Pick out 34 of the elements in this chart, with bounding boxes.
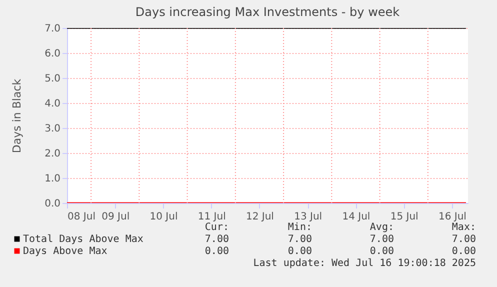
legend-label: Days Above Max xyxy=(23,246,108,257)
y-tick-label: 5.0 xyxy=(44,74,60,84)
text: Max: xyxy=(452,222,476,233)
text: Last update: Wed Jul 16 19:00:18 2025 xyxy=(253,258,476,269)
text: Cur: xyxy=(204,222,229,233)
x-tick-label: 16 Jul xyxy=(438,212,466,222)
text: 0.00 xyxy=(452,246,476,257)
x-tick-label: 11 Jul xyxy=(198,212,226,222)
text: 7.00 xyxy=(370,234,394,245)
legend-label: Total Days Above Max xyxy=(23,234,144,245)
text: 0.00 xyxy=(370,246,394,257)
x-tick-label: 10 Jul xyxy=(150,212,178,222)
text: 7.00 xyxy=(288,234,312,245)
text: 7.00 xyxy=(204,234,229,245)
text: Avg: xyxy=(370,222,394,233)
y-tick-label: 3.0 xyxy=(44,124,60,134)
y-tick-label: 4.0 xyxy=(44,98,60,110)
chart-title: Days increasing Max Investments - by week xyxy=(135,5,400,19)
y-tick-label: 7.0 xyxy=(44,24,60,34)
x-tick-label: 13 Jul xyxy=(294,212,322,222)
y-axis-title: Days in Black xyxy=(10,78,24,154)
x-tick-label: 14 Jul xyxy=(342,212,370,222)
y-tick-label: 2.0 xyxy=(44,148,60,160)
x-tick-label: 08 Jul xyxy=(68,212,96,222)
x-tick-label: 15 Jul xyxy=(390,212,418,222)
text: 0.00 xyxy=(288,246,312,257)
x-tick-label: 12 Jul xyxy=(246,212,274,222)
x-tick-label: 09 Jul xyxy=(102,212,130,222)
y-tick-label: 6.0 xyxy=(44,48,60,60)
y-tick-label: 0.0 xyxy=(44,198,60,210)
text: 7.00 xyxy=(452,234,476,245)
y-tick-label: 1.0 xyxy=(44,174,60,184)
text: 0.00 xyxy=(204,246,229,257)
text: Min: xyxy=(288,222,312,233)
